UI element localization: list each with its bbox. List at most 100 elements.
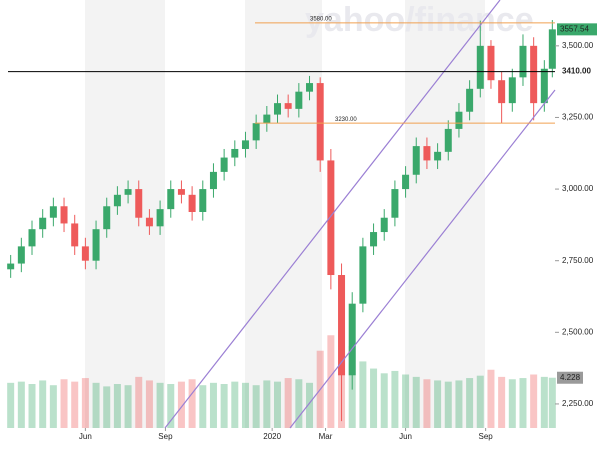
last-volume-label: 4.228 (560, 373, 581, 382)
volume-bar (423, 379, 431, 428)
volume-bar (455, 380, 463, 428)
candle-body (103, 206, 111, 230)
volume-layer (7, 330, 556, 428)
volume-bar (306, 382, 314, 428)
volume-bar (284, 378, 292, 428)
watermark: yahoo/finance (305, 1, 534, 39)
candle-body (71, 223, 79, 247)
candle-body (380, 217, 388, 233)
candle-body (49, 206, 57, 218)
volume-bar (241, 382, 249, 428)
candle-body (39, 217, 47, 230)
volume-bar (252, 385, 260, 428)
volume-bar (220, 384, 228, 428)
candle-body (540, 68, 548, 104)
volume-bar (60, 379, 68, 428)
x-tick-label: Sep (479, 432, 494, 441)
volume-bar (370, 368, 378, 428)
x-tick-label: Jun (399, 432, 412, 441)
volume-bar (199, 385, 207, 428)
candle-layer (7, 20, 556, 422)
band (85, 0, 165, 428)
volume-bar (81, 378, 89, 428)
volume-bar (273, 381, 281, 428)
overlay-layer: 2,250.00 2,500.00 2,750.00 3,000.00 3,250.00… (8, 16, 597, 441)
y-tick-label: 3,500.00 (562, 41, 594, 50)
x-tick-label: 2020 (263, 432, 281, 441)
candle-body (263, 114, 271, 124)
volume-bar (71, 381, 79, 428)
volume-bar (327, 335, 335, 428)
candle-body (188, 194, 196, 212)
volume-bar (231, 381, 239, 428)
candle-body (135, 189, 143, 218)
y-tick-label: 3,250.00 (562, 113, 594, 122)
volume-bar (124, 385, 132, 428)
candle-body (231, 148, 239, 158)
volume-bar (167, 384, 175, 428)
candle-body (476, 45, 484, 89)
reference-label: 3580.00 (310, 16, 332, 22)
candle-body (338, 275, 346, 376)
volume-bar (391, 370, 399, 428)
volume-bar (103, 386, 111, 428)
last-price-box (557, 23, 597, 36)
x-tick-label: Sep (158, 432, 173, 441)
candle-body (241, 140, 249, 149)
candle-body (327, 160, 335, 276)
trend-line (289, 89, 556, 429)
volume-bar (380, 373, 388, 428)
volume-bar (540, 376, 548, 428)
volume-bar (92, 382, 100, 428)
volume-bar (295, 379, 303, 428)
band (245, 0, 322, 428)
volume-bar (519, 378, 527, 428)
candle-body (498, 80, 506, 104)
candle-body (423, 146, 431, 161)
candle-body (28, 229, 36, 247)
volume-bar (177, 381, 185, 428)
candle-body (124, 189, 132, 195)
volume-bar (508, 379, 516, 428)
volume-bar (548, 377, 556, 428)
candle-body (455, 111, 463, 129)
band (405, 0, 485, 428)
candle-body (487, 45, 495, 81)
candle-body (220, 157, 228, 172)
y-tick-label: 2,250.00 (562, 399, 594, 408)
volume-bar (359, 361, 367, 428)
candle-body (252, 123, 260, 141)
x-tick-label: Mar (319, 432, 333, 441)
candle-body (466, 88, 474, 112)
candle-body (209, 171, 217, 190)
volume-bar (412, 376, 420, 428)
volume-bar (135, 376, 143, 428)
candle-body (359, 246, 367, 304)
candle-body (145, 217, 153, 227)
volume-bar (156, 382, 164, 428)
candle-body (167, 189, 175, 210)
y-tick-label: 3,000.00 (562, 184, 594, 193)
x-tick-label: Jun (79, 432, 92, 441)
candle-body (92, 229, 100, 261)
candle-body (81, 246, 89, 261)
candle-body (306, 83, 314, 92)
candle-body (444, 128, 452, 152)
candle-body (156, 209, 164, 227)
y-tick-label: 2,750.00 (562, 256, 594, 265)
reference-label: 3230.00 (335, 117, 357, 123)
volume-bar (402, 374, 410, 428)
volume-bar (476, 375, 484, 428)
candle-body (530, 45, 538, 104)
volume-bar (145, 380, 153, 428)
volume-bar (434, 380, 442, 428)
candle-body (17, 246, 25, 264)
reference-label: 3410.00 (562, 67, 591, 76)
month-bands (85, 0, 485, 428)
candle-body (316, 83, 324, 161)
candle-body (548, 29, 556, 69)
volume-bar (263, 380, 271, 428)
volume-bar (487, 369, 495, 428)
candle-body (370, 232, 378, 247)
